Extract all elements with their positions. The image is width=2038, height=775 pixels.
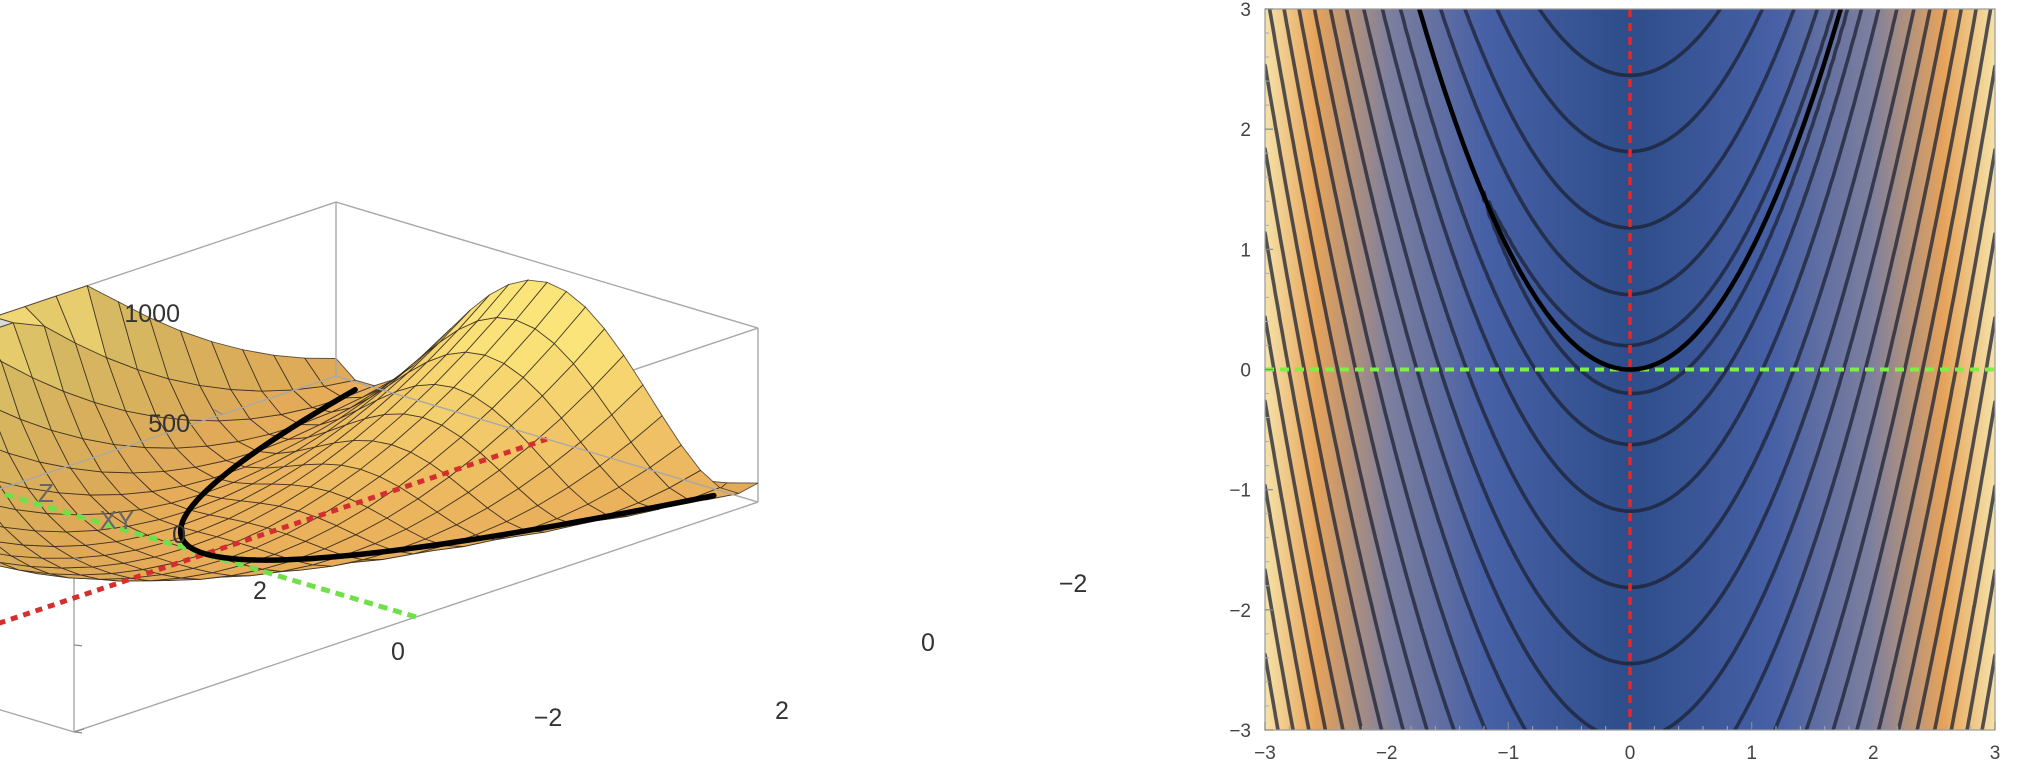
box-edge — [335, 375, 759, 503]
y-tick-label: 0 — [1240, 361, 1251, 382]
contour-line — [1312, 9, 1948, 730]
box-edge — [335, 201, 759, 329]
curve-valley — [177, 386, 717, 563]
contour-line — [1265, 315, 1995, 730]
x-tick-label: 2 — [1868, 743, 1879, 764]
box-edge — [0, 709, 75, 733]
curve-y-zero — [0, 490, 417, 620]
z-tick-mark — [73, 557, 83, 560]
z-tick-label: 0 — [172, 521, 186, 549]
x-tick-label: −1 — [1497, 743, 1519, 764]
contour-line — [1297, 9, 1963, 730]
z-tick-mark — [73, 644, 83, 647]
z-axis-label: Z — [38, 478, 54, 508]
x-tick-mark — [73, 728, 85, 733]
x-tick-label: 3 — [1990, 743, 2001, 764]
x-tick-label: 1 — [1746, 743, 1757, 764]
contour-x-ticks: −3 −2 −1 0 1 2 3 — [1254, 722, 2000, 764]
surface-plot-3d: 0 500 1000 2 0 −2 −2 0 2 Z XY — [0, 201, 1087, 734]
contour-line — [1265, 568, 1995, 730]
contour-y-ticks: −3 −2 −1 0 1 2 3 — [1229, 0, 1273, 742]
contour-line — [1380, 9, 1881, 513]
surface-curves — [0, 386, 717, 626]
surface-mesh — [0, 279, 759, 582]
contour-line — [1328, 9, 1932, 730]
y-tick-label: −2 — [1059, 570, 1088, 598]
contour-lines — [1265, 9, 1995, 730]
z-tick-label: 1000 — [124, 300, 180, 328]
contour-curves — [1265, 9, 1995, 730]
contour-plot: −3 −2 −1 0 1 2 3 −3 −2 −1 0 1 2 3 — [1229, 0, 2000, 764]
y-tick-label: −2 — [1229, 601, 1251, 622]
surface-patch — [0, 318, 15, 328]
contour-line — [1282, 9, 1978, 730]
contour-line — [1265, 399, 1995, 730]
contour-line — [1265, 652, 1995, 730]
x-tick-label: −2 — [534, 704, 563, 732]
contour-line — [1362, 9, 1899, 590]
y-tick-label: 0 — [921, 629, 935, 657]
x-tick-label: −2 — [1376, 743, 1398, 764]
box-edge — [0, 375, 337, 490]
x-tick-label: 2 — [253, 577, 267, 605]
surface-tick-labels: 0 500 1000 2 0 −2 −2 0 2 — [124, 300, 1087, 732]
contour-line — [1265, 147, 1995, 730]
y-tick-label: 3 — [1240, 0, 1251, 21]
x-tick-label: −3 — [1254, 743, 1276, 764]
contour-line — [1265, 483, 1995, 730]
z-tick-label: 500 — [148, 410, 190, 438]
x-tick-label: 0 — [1625, 743, 1636, 764]
bounding-box-front — [0, 202, 759, 734]
box-edge — [0, 201, 337, 316]
y-tick-label: −1 — [1229, 481, 1251, 502]
curve-valley — [1416, 9, 1844, 372]
y-tick-label: 2 — [1240, 120, 1251, 141]
xy-axis-label: XY — [100, 505, 135, 535]
y-tick-label: 2 — [775, 697, 789, 725]
contour-line — [1344, 9, 1916, 666]
contour-line — [1265, 231, 1995, 730]
y-tick-mark — [213, 408, 223, 415]
y-tick-label: 1 — [1240, 240, 1251, 261]
y-tick-label: −3 — [1229, 721, 1251, 742]
x-tick-label: 0 — [391, 638, 405, 666]
contour-line — [1265, 63, 1995, 730]
contour-line — [1267, 9, 1993, 730]
curve-x-zero — [0, 436, 548, 626]
